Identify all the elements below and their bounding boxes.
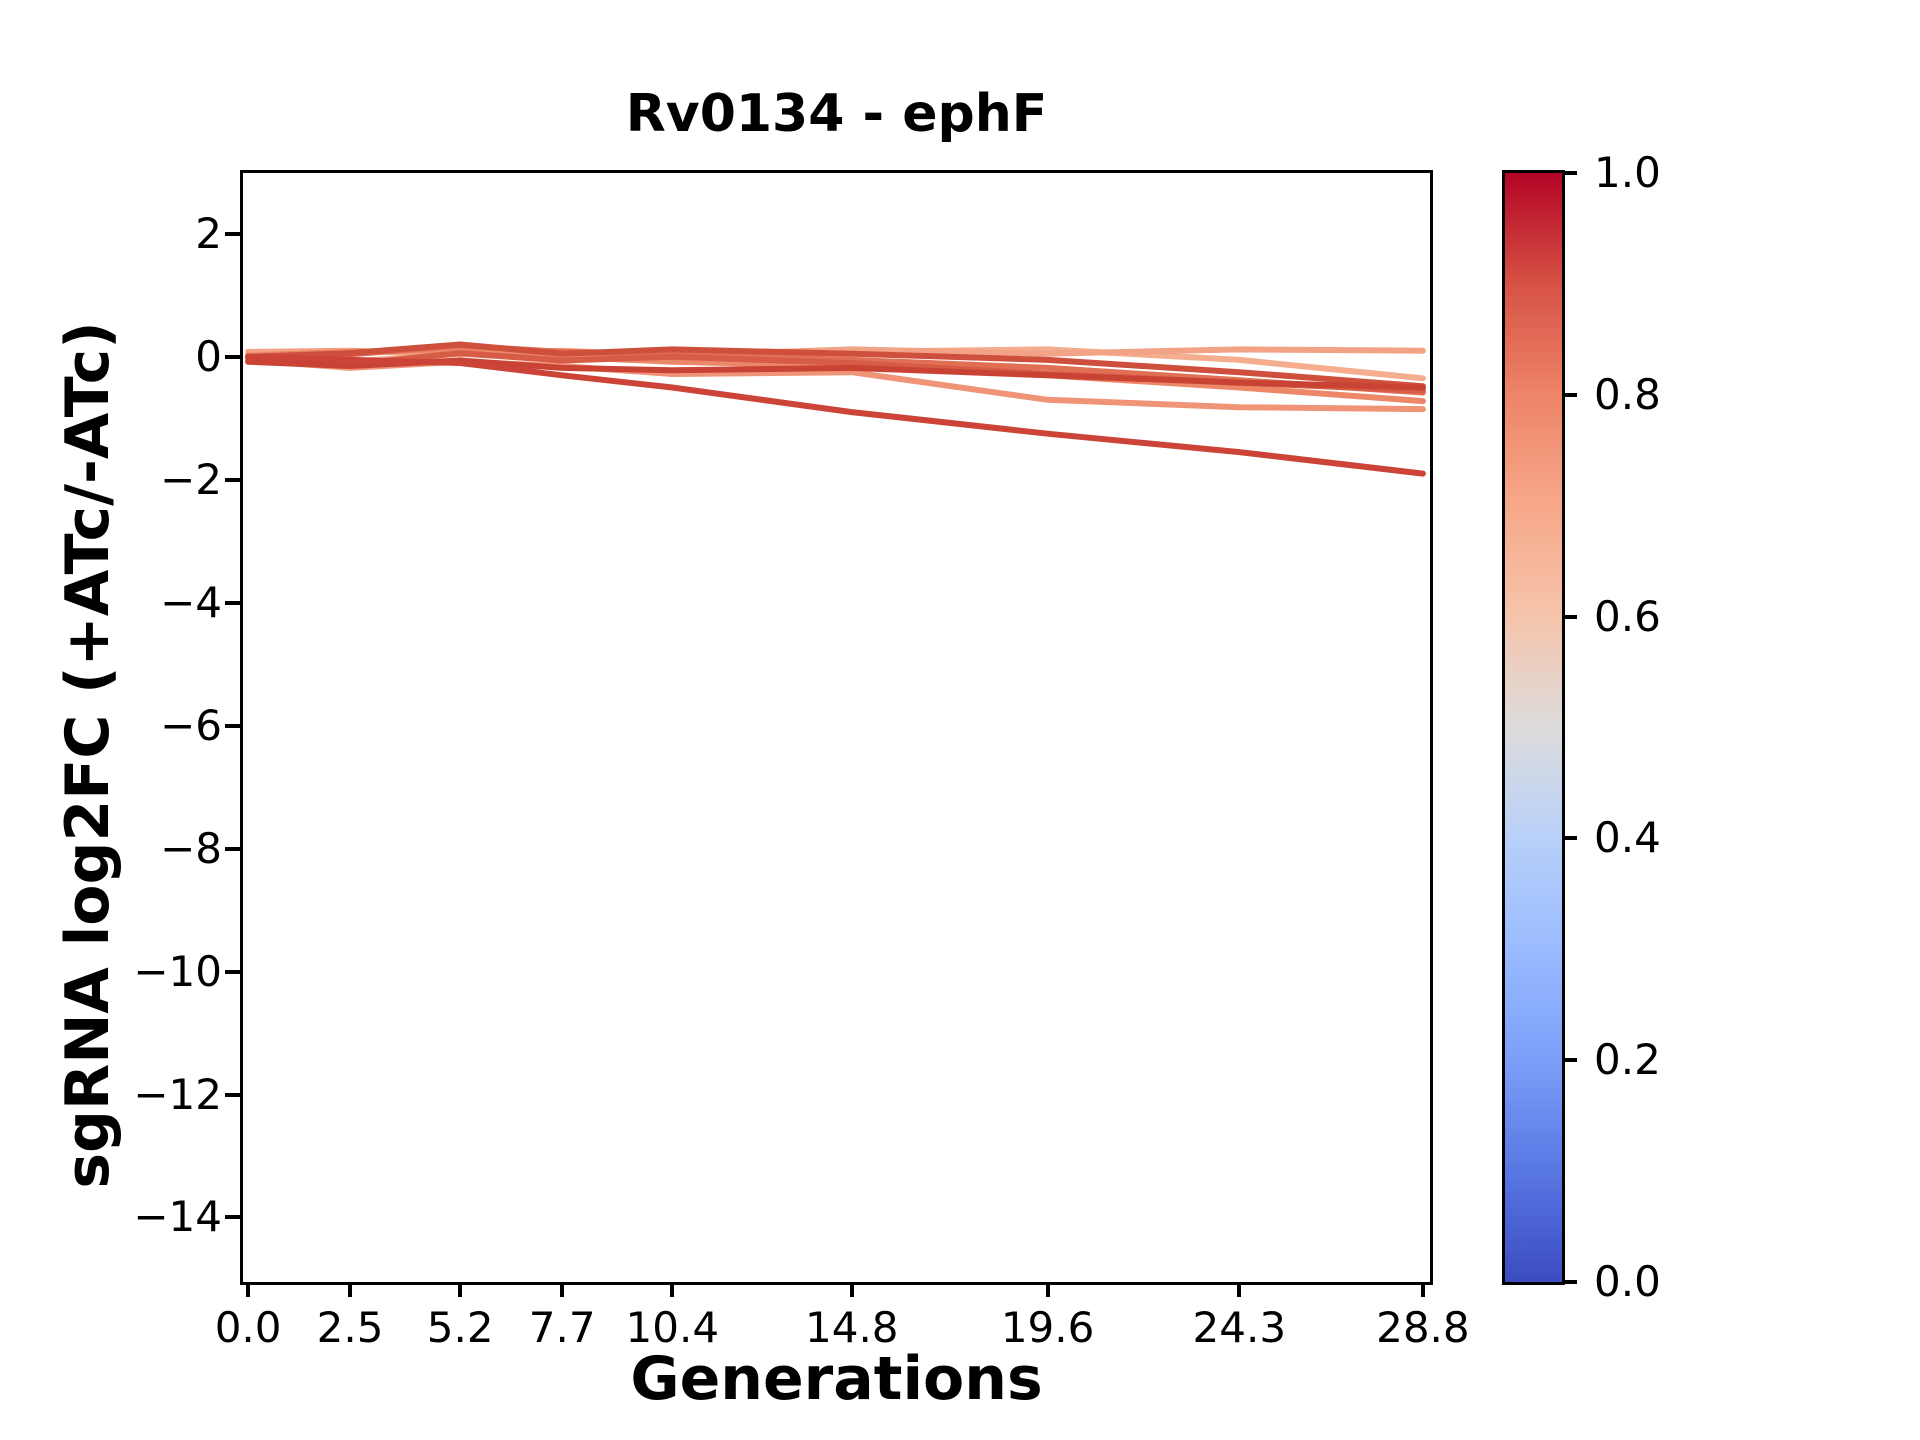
- colorbar-tick-label: 0.8: [1594, 369, 1661, 419]
- colorbar: [1502, 170, 1565, 1285]
- colorbar-tick-label: 1.0: [1594, 148, 1661, 197]
- x-tick-label: 14.8: [805, 1303, 899, 1352]
- colorbar-tick-label: 0.2: [1594, 1035, 1661, 1085]
- x-tick: [1237, 1282, 1242, 1297]
- x-tick-label: 0.0: [214, 1303, 282, 1352]
- colorbar-tick: [1562, 1058, 1577, 1063]
- x-tick: [670, 1282, 675, 1297]
- y-tick-label: −14: [133, 1192, 222, 1242]
- colorbar-tick: [1562, 392, 1577, 397]
- x-tick: [246, 1282, 251, 1297]
- y-tick: [225, 1215, 240, 1220]
- colorbar-tick: [1562, 1280, 1577, 1284]
- y-tick: [225, 477, 240, 482]
- y-tick-label: −10: [133, 946, 222, 996]
- colorbar-tick-label: 0.4: [1594, 813, 1661, 863]
- y-tick-label: −12: [133, 1069, 222, 1119]
- y-tick: [225, 1092, 240, 1097]
- chart-title: Rv0134 - ephF: [625, 84, 1048, 144]
- y-tick-label: −2: [160, 454, 222, 504]
- y-tick: [225, 846, 240, 851]
- x-tick: [458, 1282, 463, 1297]
- sgrna-line-sgRNA-7: [245, 341, 1426, 390]
- y-tick: [225, 354, 240, 359]
- sgrna-line-sgRNA-8: [245, 357, 1426, 391]
- y-tick-label: −4: [160, 577, 222, 627]
- colorbar-tick-label: 0.0: [1594, 1257, 1661, 1306]
- y-tick: [225, 600, 240, 605]
- x-tick: [849, 1282, 854, 1297]
- y-tick: [225, 723, 240, 728]
- y-tick: [225, 969, 240, 974]
- x-tick: [1420, 1282, 1425, 1297]
- y-tick: [225, 231, 240, 236]
- x-tick-label: 5.2: [426, 1303, 494, 1352]
- x-tick-label: 7.7: [528, 1303, 596, 1352]
- y-axis-label: sgRNA log2FC (+ATc/-ATc): [53, 321, 123, 1189]
- sgrna-line-sgRNA-9: [245, 353, 1426, 477]
- plot-lines-svg: [245, 341, 1426, 477]
- x-tick: [1045, 1282, 1050, 1297]
- plot-area: [240, 170, 1433, 1285]
- y-tick-label: −8: [160, 823, 222, 873]
- x-tick-label: 2.5: [316, 1303, 384, 1352]
- x-tick: [560, 1282, 565, 1297]
- y-tick-label: 2: [195, 208, 222, 258]
- colorbar-tick-label: 0.6: [1594, 591, 1661, 641]
- x-tick-label: 10.4: [625, 1303, 720, 1352]
- x-tick-label: 28.8: [1376, 1303, 1470, 1352]
- y-tick-label: −6: [160, 700, 222, 750]
- colorbar-tick: [1562, 171, 1577, 175]
- x-axis-label: Generations: [630, 1344, 1043, 1414]
- colorbar-tick: [1562, 836, 1577, 841]
- x-tick: [348, 1282, 353, 1297]
- x-tick-label: 19.6: [1000, 1303, 1095, 1352]
- y-tick-label: 0: [195, 331, 222, 381]
- colorbar-tick: [1562, 614, 1577, 619]
- x-tick-label: 24.3: [1192, 1303, 1287, 1352]
